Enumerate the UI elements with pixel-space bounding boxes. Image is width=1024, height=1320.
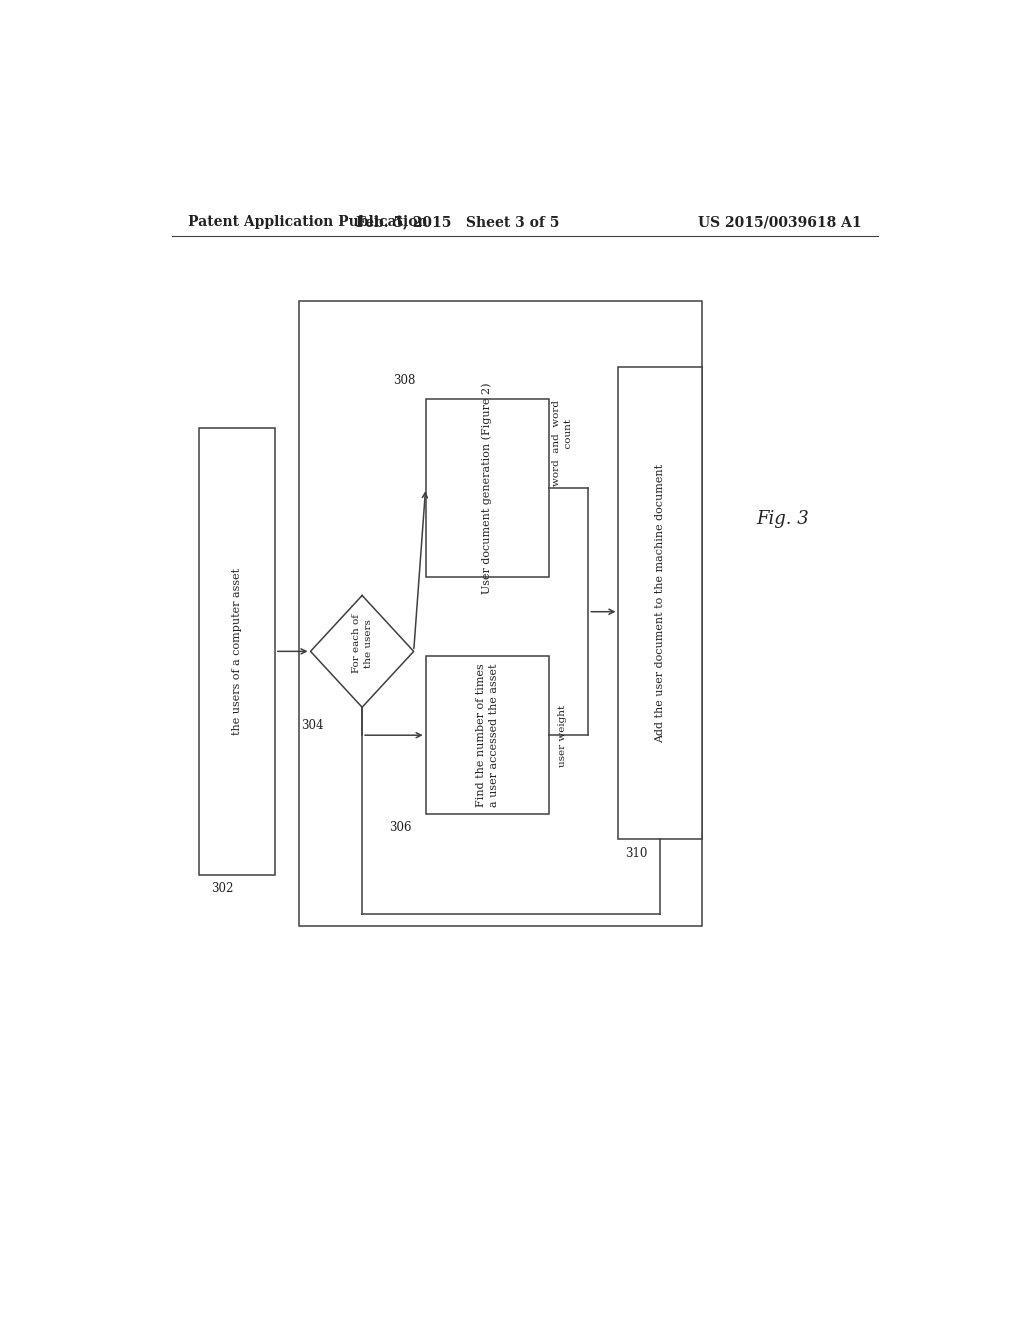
Text: 302: 302 — [211, 882, 233, 895]
Text: the users of a computer asset: the users of a computer asset — [232, 568, 242, 735]
Bar — [426, 399, 549, 577]
Text: User document generation (Figure 2): User document generation (Figure 2) — [482, 383, 493, 594]
Text: 310: 310 — [626, 846, 648, 859]
Text: Patent Application Publication: Patent Application Publication — [187, 215, 427, 230]
Text: 306: 306 — [389, 821, 412, 834]
Text: 304: 304 — [301, 719, 324, 733]
Text: user weight: user weight — [558, 705, 567, 767]
Bar — [299, 301, 701, 925]
Text: word  and  word
      count: word and word count — [553, 400, 573, 486]
Text: Fig. 3: Fig. 3 — [757, 511, 809, 528]
Text: US 2015/0039618 A1: US 2015/0039618 A1 — [698, 215, 862, 230]
Text: Add the user document to the machine document: Add the user document to the machine doc… — [655, 463, 666, 743]
Text: 308: 308 — [393, 374, 416, 387]
Bar — [426, 656, 549, 814]
Bar — [200, 428, 274, 875]
Text: For each of
the users: For each of the users — [351, 614, 373, 673]
Bar — [618, 367, 701, 840]
Text: Feb. 5, 2015   Sheet 3 of 5: Feb. 5, 2015 Sheet 3 of 5 — [355, 215, 559, 230]
Text: Find the number of times
a user accessed the asset: Find the number of times a user accessed… — [475, 664, 499, 807]
